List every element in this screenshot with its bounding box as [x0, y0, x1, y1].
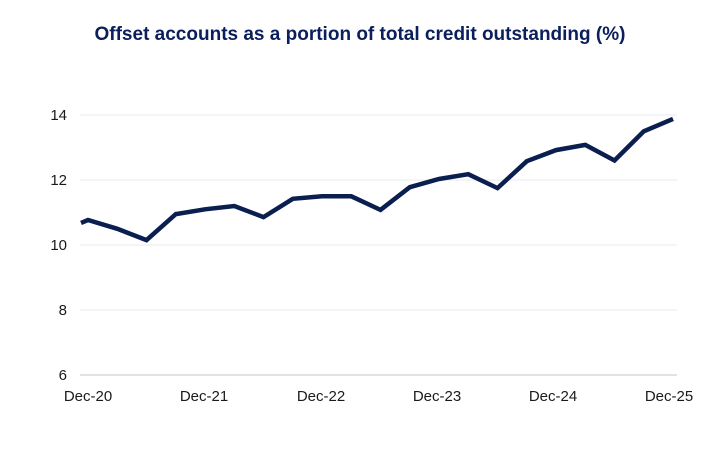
x-tick-label: Dec-25 — [645, 388, 693, 405]
y-tick-label: 8 — [59, 302, 67, 319]
x-tick-label: Dec-24 — [529, 388, 577, 405]
x-tick-label: Dec-21 — [180, 388, 228, 405]
chart-title: Offset accounts as a portion of total cr… — [94, 24, 626, 45]
x-tick-label: Dec-20 — [64, 388, 112, 405]
y-tick-label: 6 — [59, 367, 67, 384]
y-tick-label: 14 — [50, 107, 67, 124]
y-tick-label: 10 — [50, 237, 67, 254]
x-tick-label: Dec-22 — [297, 388, 345, 405]
x-tick-label: Dec-23 — [413, 388, 461, 405]
y-tick-label: 12 — [50, 172, 67, 189]
data-line — [80, 116, 674, 243]
